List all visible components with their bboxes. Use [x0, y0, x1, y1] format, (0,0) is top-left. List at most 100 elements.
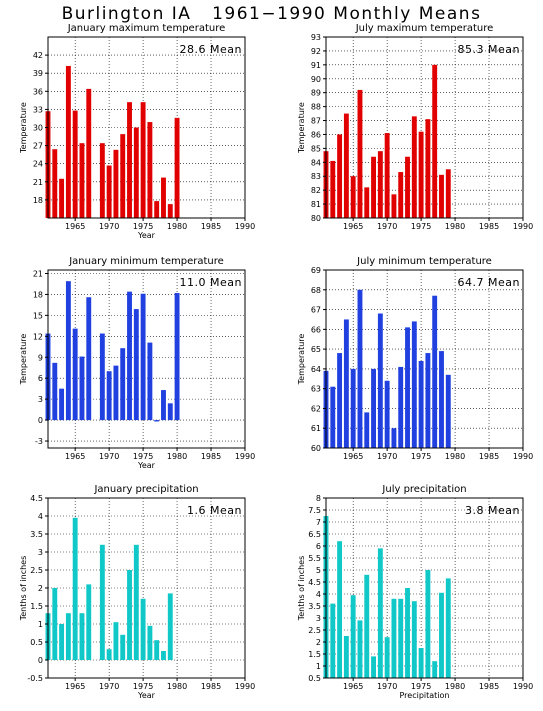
x-axis-label: Precipitation — [399, 691, 449, 700]
bar-1967 — [364, 412, 370, 448]
bar-1971 — [391, 194, 397, 218]
y-tick-label: 12 — [33, 332, 43, 341]
x-axis-label: Year — [137, 231, 156, 240]
bar-1972 — [398, 598, 404, 678]
y-tick-label: 18 — [33, 290, 43, 299]
y-tick-label: 6 — [316, 542, 321, 551]
bar-1974 — [411, 116, 417, 218]
bar-1962 — [52, 149, 58, 218]
bar-1965 — [72, 517, 78, 660]
bar-1966 — [357, 289, 363, 448]
bar-1963 — [59, 624, 65, 660]
bar-1967 — [364, 187, 370, 218]
bar-1967 — [86, 297, 92, 421]
x-tick-label: 1975 — [133, 222, 153, 231]
bar-1976 — [147, 122, 153, 218]
x-tick-label: 1970 — [377, 222, 397, 231]
bar-1964 — [343, 636, 349, 678]
bar-1969 — [377, 151, 383, 218]
y-tick-label: 1 — [316, 662, 321, 671]
bar-1969 — [99, 544, 105, 660]
bar-1966 — [79, 613, 85, 660]
y-tick-label: 7.5 — [308, 506, 321, 515]
y-tick-label: 80 — [311, 214, 321, 223]
y-tick-label: 61 — [311, 424, 321, 433]
bar-1975 — [418, 131, 424, 218]
bar-1972 — [398, 366, 404, 448]
y-tick-label: 6.5 — [308, 530, 321, 539]
chart-title: January maximum temperature — [67, 23, 226, 34]
y-tick-label: 66 — [311, 325, 321, 334]
bar-1962 — [52, 588, 58, 660]
x-tick-label: 1990 — [513, 222, 533, 231]
y-tick-label: 83 — [311, 172, 321, 181]
mean-label: 64.7 Mean — [458, 276, 520, 289]
bar-1977 — [432, 64, 438, 218]
bar-1964 — [343, 319, 349, 448]
y-tick-label: 15 — [33, 311, 43, 320]
chart-title: July precipitation — [381, 484, 466, 495]
bar-1978 — [439, 351, 444, 448]
bar-1975 — [418, 360, 424, 448]
bar-1974 — [133, 127, 139, 218]
x-tick-label: 1965 — [65, 682, 85, 691]
bar-1979 — [445, 169, 451, 218]
bar-1966 — [79, 143, 85, 218]
bar-1972 — [398, 172, 404, 218]
y-tick-label: 7 — [316, 518, 321, 527]
bar-1979 — [445, 374, 451, 448]
y-axis-label: Tenths of inches — [297, 556, 306, 622]
x-tick-label: 1985 — [479, 682, 499, 691]
bar-1970 — [384, 133, 390, 218]
bar-1969 — [377, 548, 383, 678]
x-tick-label: 1975 — [411, 222, 431, 231]
bar-1973 — [405, 156, 410, 218]
y-tick-label: -3 — [35, 437, 43, 446]
y-tick-label: 27 — [33, 142, 43, 151]
y-tick-label: 68 — [311, 286, 321, 295]
x-tick-label: 1980 — [167, 452, 187, 461]
bar-1965 — [72, 110, 78, 218]
x-tick-label: 1990 — [235, 222, 255, 231]
bar-1963 — [59, 178, 65, 218]
bar-1973 — [405, 588, 410, 678]
mean-label: 11.0 Mean — [180, 276, 242, 289]
y-axis-label: Temperature — [297, 102, 306, 154]
y-tick-label: 3 — [38, 395, 43, 404]
bar-1972 — [120, 134, 126, 218]
chart-panel-5: -0.5 0 0.5 1 1.5 2 2.5 3 3.5 4 4.5 1965 1970 1975 1980… — [19, 484, 255, 700]
y-tick-label: 4.5 — [308, 578, 321, 587]
y-tick-label: 4 — [38, 512, 43, 521]
bar-1966 — [357, 620, 363, 678]
bar-1976 — [425, 119, 431, 218]
bar-1973 — [127, 570, 132, 660]
y-tick-label: 36 — [33, 87, 43, 96]
bar-1971 — [113, 365, 119, 421]
x-tick-label: 1975 — [411, 682, 431, 691]
y-tick-label: 84 — [311, 158, 321, 167]
y-tick-label: 62 — [311, 404, 321, 413]
x-tick-label: 1985 — [201, 452, 221, 461]
x-tick-label: 1990 — [513, 452, 533, 461]
y-tick-label: 33 — [33, 105, 43, 114]
bar-1962 — [330, 603, 336, 678]
bar-1972 — [120, 348, 126, 421]
bar-1971 — [391, 598, 397, 678]
x-tick-label: 1980 — [445, 452, 465, 461]
bar-1965 — [350, 595, 356, 678]
figure-title: Burlington IA 1961−1990 Monthly Means — [61, 4, 482, 24]
bar-1973 — [127, 291, 132, 421]
bar-1963 — [337, 541, 343, 678]
bar-1976 — [425, 353, 431, 448]
y-tick-label: 0 — [38, 656, 43, 665]
x-tick-label: 1965 — [65, 452, 85, 461]
y-tick-label: 65 — [311, 345, 321, 354]
bar-1976 — [147, 342, 153, 421]
y-axis-label: Tenths of inches — [19, 556, 28, 622]
bar-1965 — [350, 176, 356, 218]
y-tick-label: 85 — [311, 144, 321, 153]
bar-1979 — [445, 578, 451, 678]
bar-1962 — [330, 386, 336, 448]
bar-1964 — [65, 65, 71, 219]
bar-1962 — [330, 160, 336, 218]
